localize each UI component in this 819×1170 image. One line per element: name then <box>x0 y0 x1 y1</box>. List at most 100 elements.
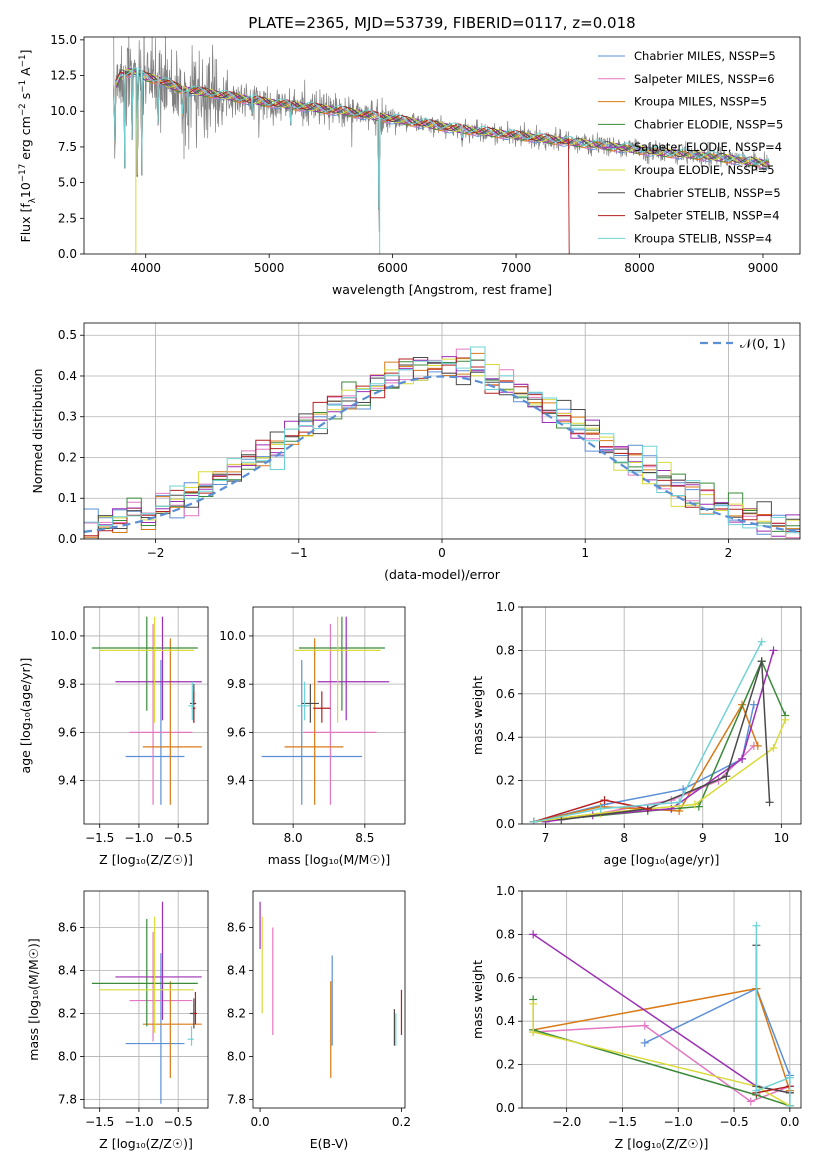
legend-entry: 𝒩(0, 1) <box>740 336 786 351</box>
axes-mass_vs_z: −1.5 −1.0 −0.5 7.8 8.0 8.2 8.4 8.6 <box>58 890 209 1129</box>
y-tick-label: 0.2 <box>58 450 77 464</box>
x-tick-label: −1 <box>290 546 308 560</box>
axes-frame <box>83 36 801 255</box>
model-salpeter_elodie <box>113 68 770 209</box>
y-axis-label: mass [log₁₀(M/M☉)] <box>26 938 41 1060</box>
errorbar-kroupa_elodie <box>99 916 194 1033</box>
model-kroupa_elodie <box>113 68 770 208</box>
x-axis-label: wavelength [Angstrom, rest frame] <box>332 282 552 297</box>
axes-frame <box>521 890 802 1109</box>
plot-area-mass_vs_ebv <box>259 901 403 1078</box>
axes-spectrum: 4000 5000 6000 7000 8000 9000 0.0 2.5 5.0 7.5 10.0… <box>50 33 801 275</box>
y-tick-label: 0.8 <box>496 643 515 657</box>
x-axis-label: Z [log₁₀(Z/Z☉)] <box>99 1136 193 1151</box>
y-tick-label: 8.6 <box>227 921 246 935</box>
weight-marker <box>690 800 699 809</box>
y-tick-label: 9.6 <box>227 725 246 739</box>
x-axis-label: Z [log₁₀(Z/Z☉)] <box>99 852 193 867</box>
y-tick-label: 8.2 <box>227 1006 246 1020</box>
legend-entry: Chabrier STELIB, NSSP=5 <box>634 186 781 200</box>
plot-area-weight_vs_z <box>522 891 801 1108</box>
y-tick-label: 0.1 <box>58 491 77 505</box>
y-tick-label: 8.0 <box>227 1049 246 1063</box>
weight-marker <box>757 637 766 646</box>
weight-marker <box>600 796 609 805</box>
errorbar-salpeter_elodie <box>317 616 390 721</box>
weight-marker <box>529 930 538 939</box>
errorbar-salpeter_miles <box>129 623 193 805</box>
x-tick-label: 0.2 <box>392 1115 411 1129</box>
legend-entry: Kroupa ELODIE, NSSP=5 <box>634 163 775 177</box>
weight-marker <box>752 1086 761 1095</box>
x-tick-label: 8.0 <box>284 831 303 845</box>
errorbar-kroupa_miles <box>284 638 344 805</box>
y-tick-label: 0.0 <box>496 1101 515 1115</box>
errorbar-chabrier_elodie <box>91 616 198 711</box>
x-axis-label: mass [log₁₀(M/M☉)] <box>268 852 390 867</box>
y-tick-label: 0.4 <box>496 1014 515 1028</box>
x-tick-label: 8 <box>620 831 628 845</box>
y-axis-label: mass weight <box>470 676 485 755</box>
weight-marker <box>757 657 766 666</box>
weight-line-salpeter_stelib <box>756 1085 790 1094</box>
histogram-kroupa_stelib <box>84 346 800 534</box>
chart-title: PLATE=2365, MJD=53739, FIBERID=0117, z=0… <box>248 14 635 32</box>
weight-marker <box>596 804 605 813</box>
y-tick-label: 5.0 <box>58 176 77 190</box>
errorbar-kroupa_miles <box>142 638 202 805</box>
x-tick-label: 8.5 <box>355 831 374 845</box>
x-tick-label: 1 <box>581 546 589 560</box>
y-tick-label: 9.4 <box>58 774 77 788</box>
x-tick-label: 7 <box>542 831 550 845</box>
x-tick-label: 2 <box>725 546 733 560</box>
y-tick-label: 0.0 <box>496 817 515 831</box>
axes-age_vs_mass: 8.0 8.5 9.4 9.6 9.8 10.0 <box>219 606 406 845</box>
x-tick-label: 0.0 <box>780 1115 799 1129</box>
x-tick-label: −1.0 <box>124 1115 153 1129</box>
weight-marker <box>722 772 731 781</box>
axes-frame <box>252 890 406 1109</box>
axes-mass_vs_ebv: 0.0 0.2 7.8 8.0 8.2 8.4 8.6 <box>227 890 411 1129</box>
weight-marker <box>769 646 778 655</box>
x-tick-label: −1.5 <box>85 831 114 845</box>
y-tick-label: 8.2 <box>58 1006 77 1020</box>
y-axis-label: age [log₁₀(age/yr)] <box>18 658 33 774</box>
legend-entry: Salpeter STELIB, NSSP=4 <box>634 209 780 223</box>
weight-marker <box>643 804 652 813</box>
legend-entry: Chabrier MILES, NSSP=5 <box>634 49 776 63</box>
y-tick-label: 0.4 <box>496 730 515 744</box>
plot-area-weight_vs_age <box>522 607 801 824</box>
x-axis-label: age [log₁₀(age/yr)] <box>604 852 720 867</box>
weight-marker <box>753 741 762 750</box>
x-tick-label: 10 <box>774 831 789 845</box>
axes-weight_vs_age: 7 8 9 10 0.0 0.2 0.4 0.6 0.8 1.0 <box>496 600 802 845</box>
weight-marker <box>765 798 774 807</box>
weight-marker <box>529 1028 538 1037</box>
y-tick-label: 0.4 <box>58 369 77 383</box>
axes-weight_vs_z: −2.0 −1.5 −1.0 −0.5 0.0 0.0 0.2 0.4 0.6 0.8 1.0 <box>496 884 802 1129</box>
x-tick-label: −1.0 <box>124 831 153 845</box>
errorbar-kroupa_miles <box>142 981 202 1078</box>
y-tick-label: 0.2 <box>496 774 515 788</box>
errorbar-chabrier_elodie <box>91 918 198 1027</box>
y-tick-label: 9.4 <box>227 774 246 788</box>
plot-area-mass_vs_z <box>84 891 208 1108</box>
errorbar-salpeter_stelib <box>193 991 198 1025</box>
model-kroupa_stelib <box>113 67 770 209</box>
x-tick-label: 0.0 <box>251 1115 270 1129</box>
weight-marker <box>640 1021 649 1030</box>
axes-frame <box>83 890 209 1109</box>
y-tick-label: 0.5 <box>58 328 77 342</box>
weight-marker <box>785 1073 794 1082</box>
y-tick-label: 1.0 <box>496 884 515 898</box>
x-tick-label: 0 <box>438 546 446 560</box>
y-tick-label: 2.5 <box>58 211 77 225</box>
y-tick-label: 0.3 <box>58 410 77 424</box>
errorbar-salpeter_elodie <box>115 901 202 1020</box>
y-tick-label: 8.6 <box>58 921 77 935</box>
x-axis-label: Z [log₁₀(Z/Z☉)] <box>615 1136 709 1151</box>
y-tick-label: 0.8 <box>496 927 515 941</box>
y-tick-label: 7.8 <box>227 1092 246 1106</box>
y-tick-label: 0.0 <box>58 247 77 261</box>
legend-entry: Chabrier ELODIE, NSSP=5 <box>634 117 783 131</box>
